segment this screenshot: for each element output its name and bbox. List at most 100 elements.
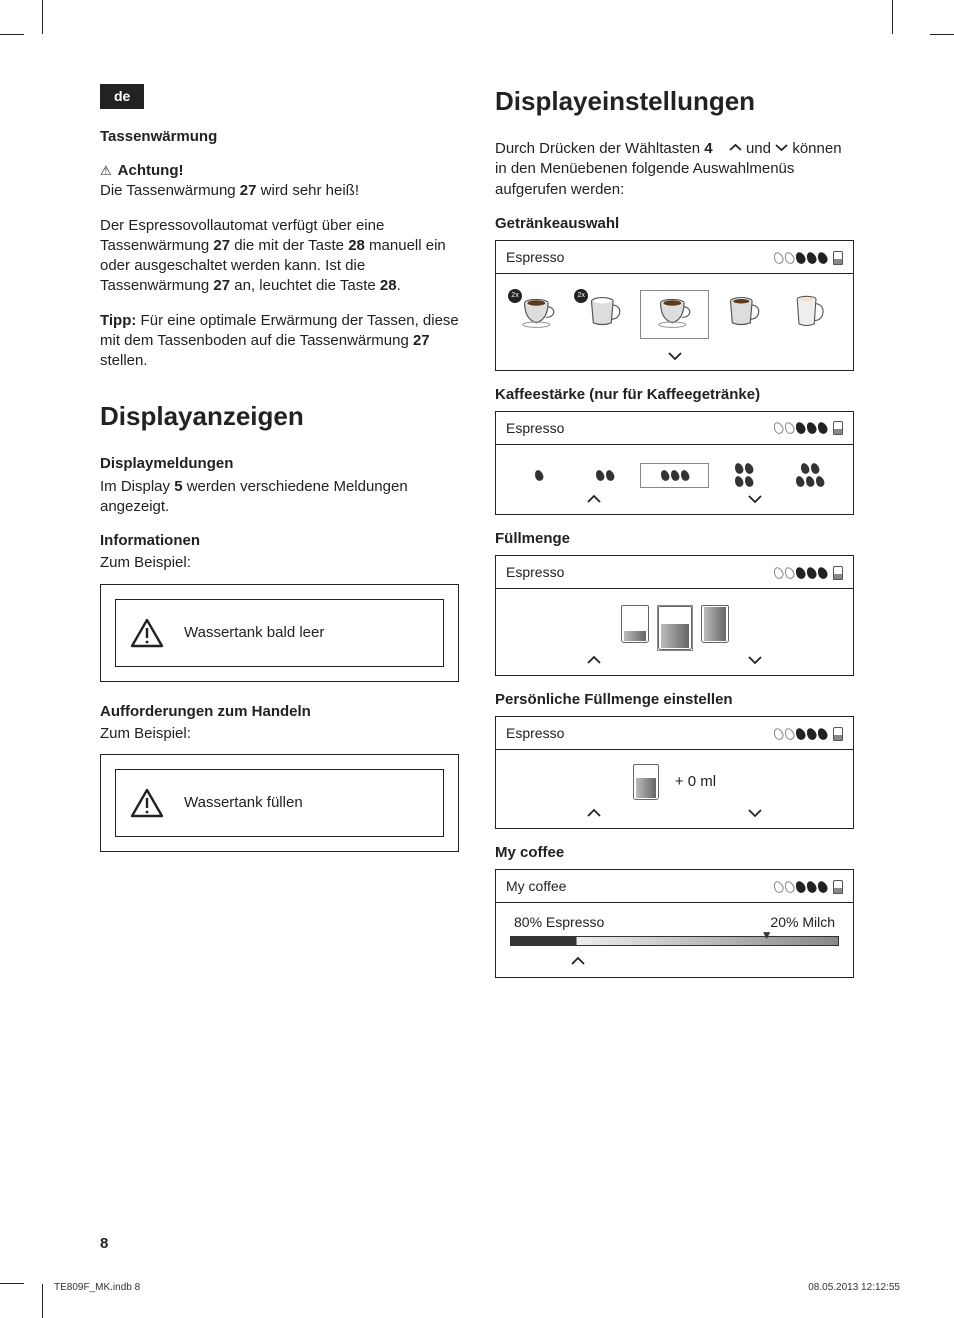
ref-27: 27: [413, 332, 430, 349]
info-box-2-text: Wassertank füllen: [184, 793, 303, 813]
crop-mark: [42, 1284, 43, 1318]
mycoffee-milk-label: 20% Milch: [770, 913, 835, 932]
espresso-cup-icon: [657, 295, 693, 329]
info-inner-1: Wassertank bald leer: [115, 599, 444, 667]
bean-icon: [794, 726, 807, 741]
heading-getraenk: Getränkeauswahl: [495, 214, 854, 234]
warning-line: Achtung! Die Tassenwärmung 27 wird sehr …: [100, 161, 459, 202]
drink-row: 2x 2x: [506, 282, 843, 347]
strength-5: [777, 463, 843, 487]
chevron-down-icon: [747, 494, 763, 504]
bean-icon: [816, 726, 829, 741]
crop-mark: [892, 0, 893, 34]
info-inner-2: Wassertank füllen: [115, 769, 444, 837]
glass-medium-selected: [657, 605, 693, 651]
ref-4: 4: [704, 140, 712, 157]
bean-icon: [772, 726, 785, 741]
tip-b: stellen.: [100, 352, 148, 369]
display-body: [496, 445, 853, 514]
strength-3-selected: [640, 463, 708, 488]
ref-5: 5: [174, 478, 182, 495]
display-body: [496, 589, 853, 675]
footer-timestamp: 08.05.2013 12:12:55: [808, 1281, 900, 1295]
bean-icon: [816, 565, 829, 580]
beans-indicator: [774, 421, 843, 435]
bean-icon: [816, 250, 829, 265]
chevron-down-icon: [775, 143, 788, 152]
heading-aufforderungen: Aufforderungen zum Handeln: [100, 702, 459, 722]
bean-icon: [805, 421, 818, 436]
warning-triangle-icon: [130, 788, 164, 818]
arrows-row: [506, 653, 843, 671]
mycoffee-marker-icon: ▼: [761, 927, 773, 943]
bean-icon: [783, 421, 796, 436]
twox-badge: 2x: [574, 289, 588, 303]
display-staerke: Espresso: [495, 411, 854, 515]
display-fuellmenge: Espresso: [495, 555, 854, 676]
display-title: Espresso: [506, 563, 564, 582]
chevron-up-icon: [586, 494, 602, 504]
crop-mark: [0, 1283, 24, 1284]
crop-mark: [0, 34, 24, 35]
heading-mycoffee: My coffee: [495, 843, 854, 863]
dm-a: Im Display: [100, 478, 174, 495]
heading-personal-fill: Persönliche Füllmenge einstellen: [495, 690, 854, 710]
drink-latte: [777, 291, 843, 338]
strength-1: [506, 470, 572, 481]
mycoffee-body: 80% Espresso 20% Milch ▼: [496, 903, 853, 977]
ref-27: 27: [240, 182, 257, 199]
display-header: Espresso: [496, 412, 853, 445]
arrows-row: [506, 806, 843, 824]
arrow-down-row: [506, 347, 843, 366]
section-displayanzeigen: Displayanzeigen: [100, 399, 459, 434]
bean-icon: [783, 726, 796, 741]
display-getraenk: Espresso 2x: [495, 240, 854, 371]
warn-text-a: Die Tassenwärmung: [100, 182, 240, 199]
mycoffee-espresso-label: 80% Espresso: [514, 913, 604, 932]
bean-icon: [783, 565, 796, 580]
drink-espresso-selected: [640, 290, 708, 339]
display-mycoffee: My coffee 80% Espresso 20% Milch ▼: [495, 869, 854, 978]
page: de Tassenwärmung Achtung! Die Tassenwärm…: [0, 0, 954, 1318]
bean-icon: [805, 565, 818, 580]
coffee-cup-icon: [587, 295, 623, 329]
info-box-2: Wassertank füllen: [100, 754, 459, 852]
bean-icon: [772, 565, 785, 580]
bean-icon: [794, 880, 807, 895]
bean-icon: [794, 250, 807, 265]
strength-2: [572, 470, 638, 481]
mycoffee-labels: 80% Espresso 20% Milch: [510, 913, 839, 936]
glass-icon: [633, 764, 659, 800]
left-column: de Tassenwärmung Achtung! Die Tassenwärm…: [100, 84, 459, 1234]
strength-4: [711, 463, 777, 487]
chevron-down-icon: [667, 351, 683, 361]
heading-displaymeldungen: Displaymeldungen: [100, 454, 459, 474]
heading-staerke: Kaffeestärke (nur für Kaffeegetränke): [495, 385, 854, 405]
bean-icon: [772, 250, 785, 265]
lang-tag: de: [100, 84, 459, 127]
bean-icon: [772, 880, 785, 895]
bean-icon: [805, 250, 818, 265]
info-box-1-text: Wassertank bald leer: [184, 623, 324, 643]
glass-small: [621, 605, 649, 643]
display-body: + 0 ml: [496, 750, 853, 828]
cup-level-icon: [833, 880, 843, 894]
twox-badge: 2x: [508, 289, 522, 303]
display-title: Espresso: [506, 419, 564, 438]
display-header: Espresso: [496, 241, 853, 274]
warn-text-b: wird sehr heiß!: [256, 182, 359, 199]
bean-icon: [783, 250, 796, 265]
display-header: My coffee: [496, 870, 853, 903]
bean-icon: [805, 880, 818, 895]
tip-a: Für eine optimale Erwärmung der Tassen, …: [100, 312, 459, 349]
arrow-up-row: [510, 948, 839, 971]
display-personal-fill: Espresso + 0 ml: [495, 716, 854, 829]
personal-fill-row: + 0 ml: [506, 758, 843, 806]
beans-indicator: [774, 880, 843, 894]
fill-row: [506, 597, 843, 653]
display-body: 2x 2x: [496, 274, 853, 370]
example-label-2: Zum Beispiel:: [100, 724, 459, 744]
p2e: .: [397, 277, 401, 294]
ref-28: 28: [380, 277, 397, 294]
chevron-up-icon: [729, 143, 742, 152]
